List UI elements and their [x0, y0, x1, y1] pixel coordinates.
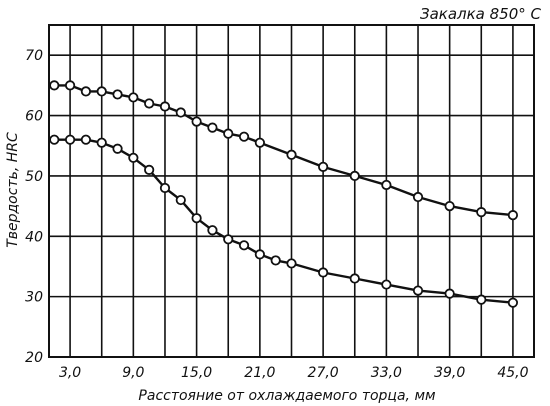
y-tick-label: 20: [25, 350, 43, 366]
data-point: [507, 210, 519, 221]
data-point: [254, 137, 265, 148]
x-tick-label: 9,0: [122, 365, 144, 381]
data-point: [80, 134, 92, 145]
data-point: [476, 207, 487, 218]
x-tick-label: 3,0: [59, 365, 81, 381]
data-point: [349, 273, 360, 284]
data-point: [286, 149, 297, 160]
x-tick-label: 27,0: [308, 365, 339, 381]
data-point: [144, 164, 155, 175]
data-point: [223, 234, 234, 245]
data-point: [507, 297, 519, 308]
data-point: [223, 128, 234, 139]
data-point: [96, 86, 107, 97]
data-point: [49, 80, 60, 91]
data-point: [80, 86, 92, 97]
data-point: [191, 213, 202, 224]
data-point: [238, 240, 250, 251]
data-point: [412, 191, 424, 203]
x-tick-label: 15,0: [181, 365, 212, 381]
data-point: [318, 267, 329, 278]
data-point: [128, 152, 139, 163]
data-point: [112, 143, 123, 154]
data-point: [191, 116, 202, 127]
series-1: [49, 80, 519, 221]
data-point: [128, 92, 139, 103]
data-point: [444, 288, 455, 299]
data-point: [444, 200, 455, 212]
data-point: [64, 134, 76, 145]
data-point: [175, 194, 186, 206]
data-point: [64, 80, 76, 91]
x-tick-label: 33,0: [371, 365, 402, 381]
data-point: [476, 294, 487, 305]
y-tick-label: 30: [25, 290, 43, 306]
series-2: [49, 134, 519, 308]
data-point: [349, 170, 360, 182]
tick-labels: 20 30 40 50 60 70 3,0 9,0 15,0 21,0 27,0 33,0 39,0 45…: [25, 48, 528, 381]
x-axis-label: Расстояние от охлаждаемого торца, мм: [138, 388, 436, 404]
plot-frame: [48, 24, 535, 358]
data-point: [112, 89, 123, 100]
y-axis-label: Твердость, HRC: [5, 132, 21, 248]
data-point: [207, 122, 218, 133]
x-tick-label: 39,0: [434, 365, 465, 381]
x-tick-label: 45,0: [497, 365, 528, 381]
data-point: [144, 98, 155, 109]
y-tick-label: 50: [25, 169, 43, 185]
data-point: [381, 179, 392, 191]
y-tick-label: 40: [25, 229, 43, 245]
data-point: [238, 131, 250, 142]
grid: [49, 25, 534, 357]
x-tick-label: 21,0: [244, 365, 275, 381]
data-point: [207, 225, 218, 236]
series-line: [54, 138, 514, 304]
series-layer: [49, 80, 519, 308]
data-point: [412, 285, 424, 296]
data-point: [270, 255, 281, 266]
data-point: [159, 101, 171, 112]
data-point: [318, 161, 329, 172]
data-point: [381, 279, 392, 290]
data-point: [175, 107, 186, 118]
y-tick-label: 60: [25, 109, 43, 125]
chart-title: Закалка 850° C: [420, 5, 542, 23]
data-point: [96, 137, 107, 148]
series-line: [54, 84, 514, 217]
data-point: [159, 182, 171, 194]
data-point: [254, 249, 265, 260]
data-point: [286, 258, 297, 269]
y-tick-label: 70: [25, 48, 43, 64]
data-point: [49, 134, 60, 145]
